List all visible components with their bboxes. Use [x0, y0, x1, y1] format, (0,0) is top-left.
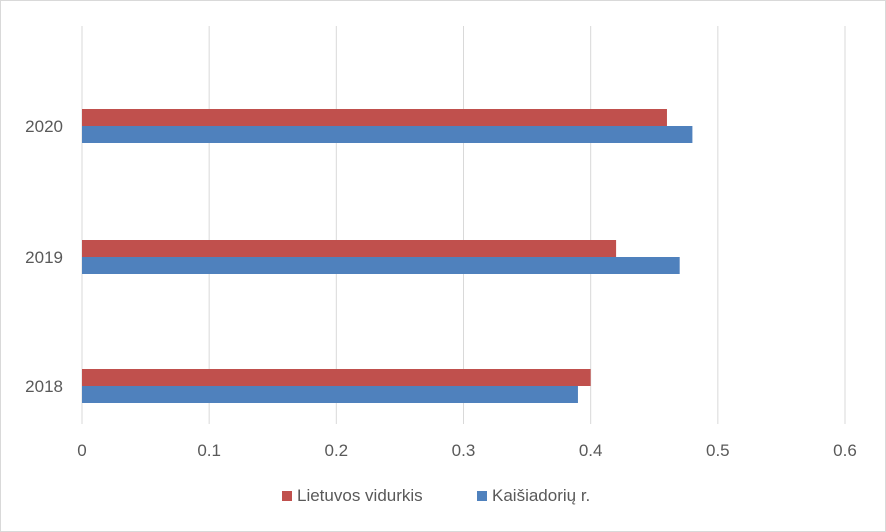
bar-2019-kaisiadoriu-r: [82, 257, 680, 274]
x-tick-label: 0.3: [452, 441, 476, 460]
legend-swatch: [477, 491, 487, 501]
y-tick-label: 2019: [25, 248, 63, 267]
bars: [82, 109, 693, 403]
y-tick-label: 2018: [25, 377, 63, 396]
bar-2019-lietuvos-vidurkis: [82, 240, 617, 257]
y-tick-label: 2020: [25, 117, 63, 136]
x-tick-label: 0.1: [197, 441, 221, 460]
x-tick-label: 0.5: [706, 441, 730, 460]
legend-swatch: [282, 491, 292, 501]
gridlines: [81, 26, 846, 424]
x-tick-label: 0.4: [579, 441, 603, 460]
legend: Lietuvos vidurkis Kaišiadorių r.: [282, 486, 590, 505]
bar-2020-lietuvos-vidurkis: [82, 109, 667, 126]
y-tick-labels: 2018 2019 2020: [25, 117, 63, 396]
bar-2020-kaisiadoriu-r: [82, 126, 693, 143]
x-tick-label: 0.6: [833, 441, 857, 460]
x-tick-labels: 0 0.1 0.2 0.3 0.4 0.5 0.6: [77, 441, 857, 460]
bar-2018-kaisiadoriu-r: [82, 386, 578, 403]
legend-label: Kaišiadorių r.: [492, 486, 590, 505]
x-tick-label: 0.2: [325, 441, 349, 460]
legend-label: Lietuvos vidurkis: [297, 486, 423, 505]
x-tick-label: 0: [77, 441, 86, 460]
bar-2018-lietuvos-vidurkis: [82, 369, 591, 386]
